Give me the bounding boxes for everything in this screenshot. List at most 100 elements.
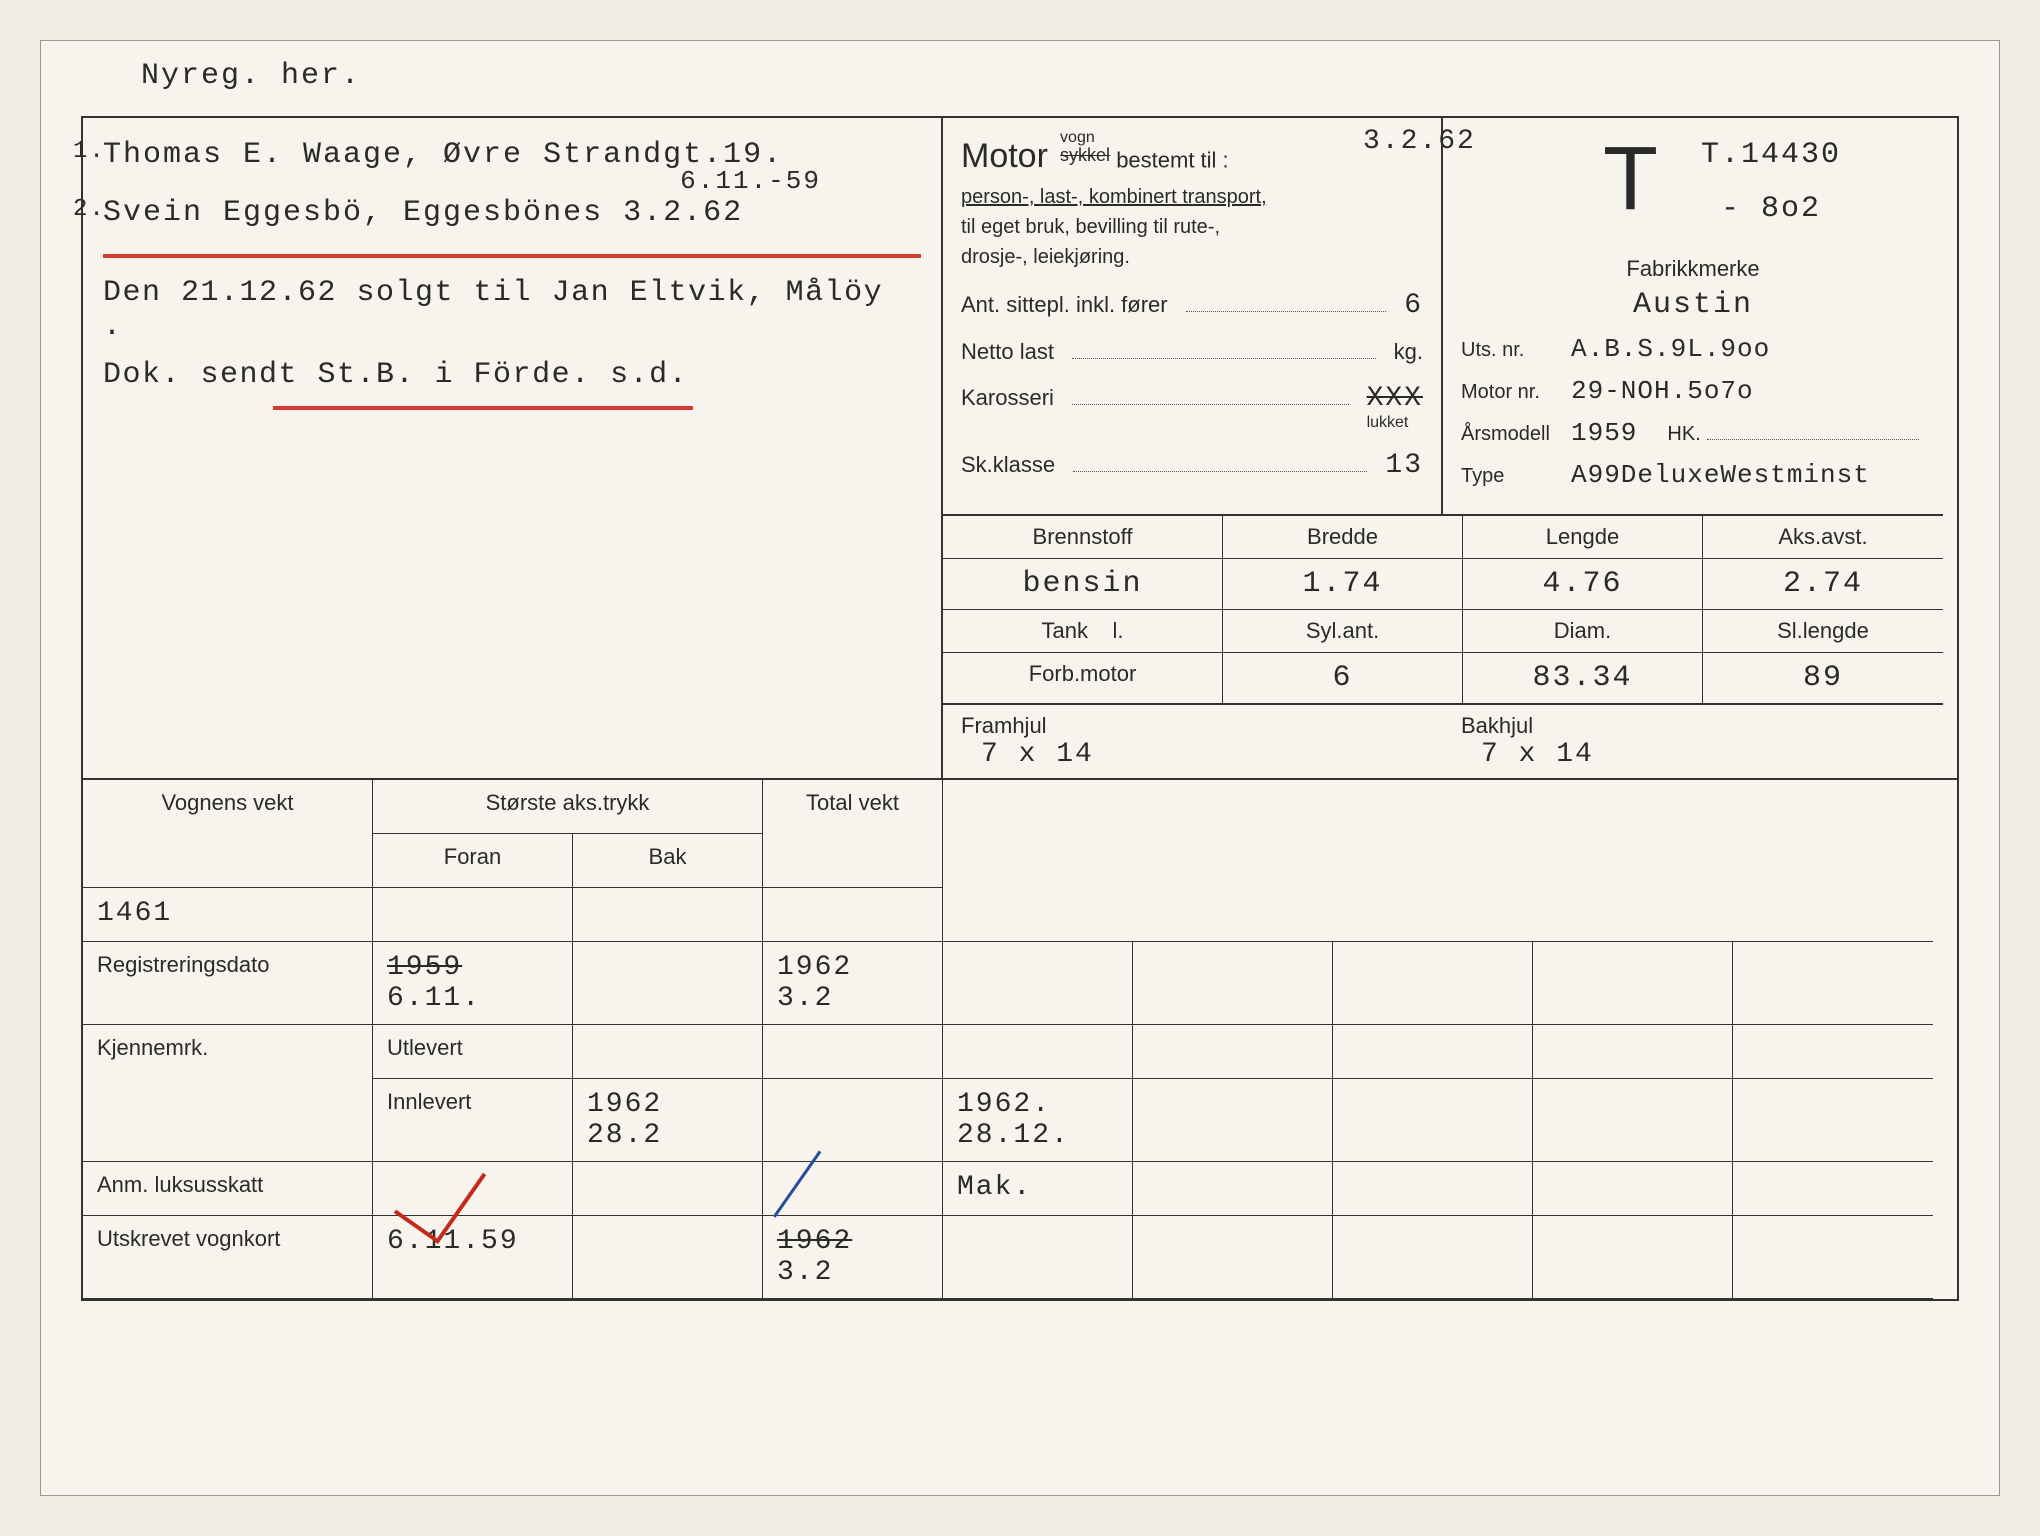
red-underline-2 (273, 406, 693, 410)
bakhjul-val: 7 x 14 (1481, 739, 1594, 770)
bredde-hdr: Bredde (1223, 516, 1463, 559)
motor-block: Motor vogn sykkel bestemt til : person-,… (943, 118, 1943, 778)
main-grid: 1. Thomas E. Waage, Øvre Strandgt.19. 6.… (81, 116, 1959, 780)
lengde-val: 4.76 (1463, 559, 1703, 610)
owner-1: 1. Thomas E. Waage, Øvre Strandgt.19. 6.… (103, 138, 921, 172)
owner-2-num: 2. (73, 196, 106, 223)
netto-last-row: Netto last kg. (961, 339, 1423, 365)
fabrikkmerke-val: Austin (1461, 288, 1925, 322)
uts-nr-row: Uts. nr. A.B.S.9L.9oo (1461, 334, 1925, 364)
bak-hdr: Bak (573, 834, 763, 888)
brennstoff-val: bensin (943, 559, 1223, 610)
uts-nr-val: A.B.S.9L.9oo (1571, 334, 1770, 364)
ant-sittepl-row: Ant. sittepl. inkl. fører 6 (961, 290, 1423, 321)
anm-label: Anm. luksusskatt (83, 1162, 373, 1216)
owners-block: 1. Thomas E. Waage, Øvre Strandgt.19. 6.… (83, 118, 943, 778)
uts-nr-label: Uts. nr. (1461, 339, 1571, 362)
motor-nr-label: Motor nr. (1461, 381, 1571, 404)
sylant-hdr: Syl.ant. (1223, 610, 1463, 653)
reg-cell-1: 1959 6.11. (373, 942, 573, 1025)
motor-left: Motor vogn sykkel bestemt til : person-,… (943, 118, 1443, 514)
utskrevet-2: 1962 3.2 (763, 1216, 943, 1299)
total-vekt-hdr: Total vekt (763, 780, 943, 888)
arsmodell-label: Årsmodell (1461, 423, 1571, 446)
motor-nr-val: 29-NOH.5o7o (1571, 376, 1754, 406)
desc-3: drosje-, leiekjøring. (961, 246, 1130, 268)
karosseri-sub: lukket (1367, 414, 1409, 431)
reg-sub: - 8o2 (1721, 192, 1925, 226)
skklasse-val: 13 (1385, 450, 1423, 481)
innlevert-label: Innlevert (373, 1079, 573, 1162)
diam-val: 83.34 (1463, 653, 1703, 704)
registration-card: Nyreg. her. 1. Thomas E. Waage, Øvre Str… (40, 40, 2000, 1496)
skklasse-label: Sk.klasse (961, 452, 1055, 478)
reg-dato-label: Registreringsdato (83, 942, 373, 1025)
diam-hdr: Diam. (1463, 610, 1703, 653)
kjennemrk-label: Kjennemrk. (83, 1025, 373, 1162)
bakhjul-cell: Bakhjul 7 x 14 (1443, 705, 1943, 778)
framhjul-cell: Framhjul 7 x 14 (943, 705, 1443, 778)
bottom-table: Vognens vekt Største aks.trykk Total vek… (81, 780, 1959, 1301)
arsmodell-val: 1959 (1571, 418, 1637, 448)
karosseri-label: Karosseri (961, 385, 1054, 411)
desc-2: til eget bruk, bevilling til rute-, (961, 216, 1220, 238)
sykkel-label: sykkel (1060, 145, 1110, 165)
owner-2: 2. Svein Eggesbö, Eggesbönes 3.2.62 (103, 196, 921, 230)
tank-hdr: Tank l. (943, 610, 1223, 653)
vogn-label: vogn (1060, 129, 1095, 146)
hk-label: HK. (1667, 423, 1700, 446)
aksavst-val: 2.74 (1703, 559, 1943, 610)
sylant-val: 6 (1223, 653, 1463, 704)
red-check-mark (373, 1162, 573, 1216)
motor-right: 3.2.62 T T.14430 - 8o2 Fabrikkmerke Aust… (1443, 118, 1943, 514)
brennstoff-hdr: Brennstoff (943, 516, 1223, 559)
bestemt-label: bestemt til : (1116, 147, 1228, 172)
innlevert-2: 1962. 28.12. (943, 1079, 1133, 1162)
bakhjul-label: Bakhjul (1461, 713, 1533, 738)
arsmodell-row: Årsmodell 1959 HK. (1461, 418, 1925, 448)
red-underline-1 (103, 254, 921, 258)
skklasse-row: Sk.klasse 13 (961, 450, 1423, 481)
owner-1-num: 1. (73, 138, 106, 165)
type-label: Type (1461, 465, 1571, 488)
utlevert-label: Utlevert (373, 1025, 573, 1079)
karosseri-row: Karosseri XXX lukket (961, 383, 1423, 432)
vognens-vekt-hdr: Vognens vekt (83, 780, 373, 888)
netto-last-label: Netto last (961, 339, 1054, 365)
sale-note-2: Dok. sendt St.B. i Förde. s.d. (103, 358, 921, 392)
ant-sittepl-val: 6 (1404, 290, 1423, 321)
sale-note-1: Den 21.12.62 solgt til Jan Eltvik, Målöy… (103, 276, 921, 344)
lengde-hdr: Lengde (1463, 516, 1703, 559)
reg-cell-2: 1962 3.2 (763, 942, 943, 1025)
owner-1-date: 6.11.-59 (680, 166, 821, 196)
wheels-row: Framhjul 7 x 14 Bakhjul 7 x 14 (943, 704, 1943, 778)
storste-aks-hdr: Største aks.trykk (373, 780, 763, 834)
top-date: 3.2.62 (1363, 126, 1476, 157)
type-row: Type A99DeluxeWestminst (1461, 460, 1925, 490)
netto-last-unit: kg. (1394, 339, 1423, 365)
sllengde-hdr: Sl.lengde (1703, 610, 1943, 653)
framhjul-label: Framhjul (961, 713, 1047, 738)
karosseri-val: XXX (1367, 383, 1423, 414)
fabrikkmerke-label: Fabrikkmerke (1461, 256, 1925, 282)
owner-2-text: Svein Eggesbö, Eggesbönes 3.2.62 (103, 196, 743, 230)
header-note: Nyreg. her. (141, 59, 361, 93)
framhjul-val: 7 x 14 (981, 739, 1094, 770)
ant-sittepl-label: Ant. sittepl. inkl. fører (961, 292, 1168, 318)
forbmotor-label: Forb.motor (943, 653, 1223, 704)
motor-desc: person-, last-, kombinert transport, til… (961, 182, 1423, 272)
motor-nr-row: Motor nr. 29-NOH.5o7o (1461, 376, 1925, 406)
utskrevet-label: Utskrevet vognkort (83, 1216, 373, 1299)
innlevert-1: 1962 28.2 (573, 1079, 763, 1162)
aksavst-hdr: Aks.avst. (1703, 516, 1943, 559)
big-t-mark: T (1603, 128, 1658, 231)
spec-table: Brennstoff Bredde Lengde Aks.avst. bensi… (943, 514, 1943, 704)
type-val: A99DeluxeWestminst (1571, 460, 1870, 490)
desc-1: person-, last-, kombinert transport, (961, 186, 1267, 208)
foran-hdr: Foran (373, 834, 573, 888)
reg-number: T.14430 (1701, 138, 1925, 172)
vognens-vekt-val: 1461 (83, 888, 373, 942)
utskrevet-1: 6.11.59 (373, 1216, 573, 1299)
motor-title: Motor (961, 137, 1048, 176)
mak-cell: Mak. (943, 1162, 1133, 1216)
